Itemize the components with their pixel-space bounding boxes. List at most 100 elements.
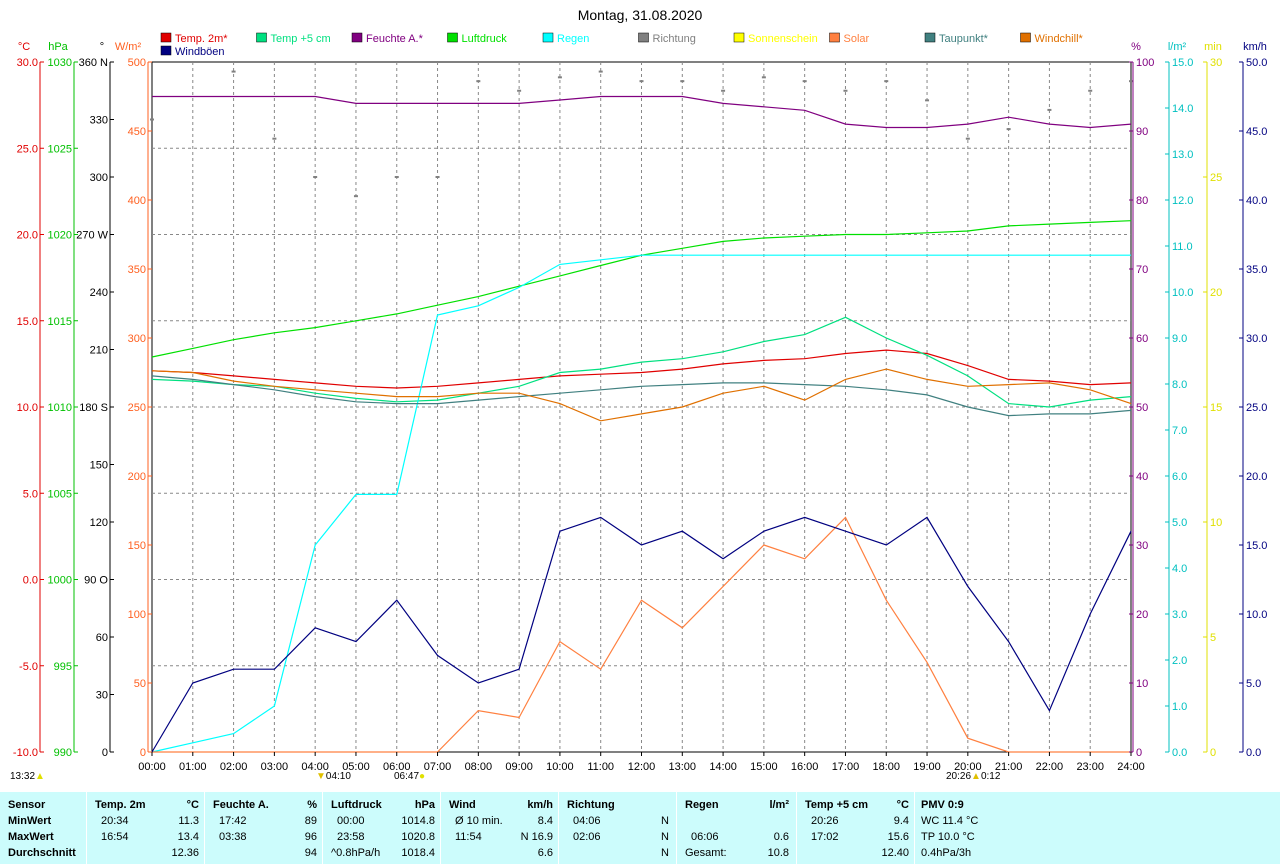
stats-dewpoint: TP 10.0 °C	[921, 831, 975, 843]
direction-mark	[925, 99, 930, 102]
x-tick-label: 09:00	[505, 761, 533, 773]
x-tick-label: 11:00	[587, 761, 614, 773]
stats-rain-max-value: 0.6	[773, 831, 789, 843]
series-line	[151, 316, 1132, 408]
sunset-icon: ▲	[971, 771, 981, 782]
stats-direction-min-value: N	[661, 815, 669, 827]
axis-label-rain: 15.0	[1172, 57, 1193, 69]
legend-swatch	[829, 32, 840, 43]
stats-humidity-min-value: 89	[304, 815, 317, 827]
axis-label-rain: 1.0	[1172, 701, 1187, 713]
axis-label-direction: 150	[90, 460, 108, 472]
stats-avg-label: Durchschnitt	[8, 847, 76, 859]
stats-rain-total-value: 10.8	[767, 847, 789, 859]
x-tick-label: 14:00	[709, 761, 737, 773]
legend-swatch	[447, 32, 458, 43]
direction-mark	[435, 176, 440, 178]
stats-pressure-max-time: 23:58	[337, 831, 365, 843]
axis-label-direction: 60	[96, 632, 108, 644]
axis-unit-direction: °	[100, 41, 104, 53]
x-tick-label: 07:00	[424, 761, 452, 773]
x-tick-label: 08:00	[465, 761, 493, 773]
axis-label-humidity: 70	[1136, 264, 1148, 276]
direction-mark	[965, 137, 970, 140]
grid	[151, 61, 1132, 753]
stats-temp-max-time: 16:54	[101, 831, 129, 843]
series-lines	[151, 95, 1132, 753]
series-line	[151, 220, 1132, 358]
stats-temp-avg-value: 12.36	[171, 847, 199, 859]
sunset-time: 20:26	[946, 771, 972, 782]
legend-label: Windchill*	[1035, 33, 1084, 45]
direction-mark	[476, 80, 481, 83]
time-axis: 00:00 01:00 02:00 03:00 04:00 05:00 06:00 07:00…	[138, 752, 1145, 773]
axis-label-humidity: 0	[1136, 747, 1142, 759]
axis-label-sunshine: 10	[1210, 517, 1222, 529]
axis-label-humidity: 20	[1136, 609, 1148, 621]
stats-direction-max-time: 02:06	[573, 831, 601, 843]
axis-label-temp: 20.0	[17, 230, 38, 242]
left-axes: 30.0 25.0 20.0 15.0 10.0 5.0 0.0 -5.0 -10.0 1030 1…	[13, 57, 152, 759]
axis-unit-temp: °C	[18, 41, 30, 53]
weather-chart: Montag, 31.08.2020 Temp. 2m* Temp +5 cm Fe…	[13, 7, 1268, 773]
axis-label-sunshine: 25	[1210, 172, 1222, 184]
stats-direction-col: Richtung 04:06 N 02:06 N N	[558, 792, 677, 864]
stats-humidity-max-time: 03:38	[219, 831, 247, 843]
stats-rain-header: Regen	[685, 799, 719, 811]
stats-wind-max-time: 11:54	[455, 831, 482, 843]
axis-label-wind: 15.0	[1246, 540, 1267, 552]
axis-label-humidity: 90	[1136, 126, 1148, 138]
axis-label-rain: 13.0	[1172, 149, 1193, 161]
stats-pressure-min-time: 00:00	[337, 815, 365, 827]
axis-label-rain: 11.0	[1172, 241, 1193, 253]
direction-mark	[1006, 128, 1011, 131]
legend-label: Luftdruck	[462, 33, 508, 45]
x-tick-label: 16:00	[791, 761, 819, 773]
axis-label-solar: 150	[128, 540, 146, 552]
axis-label-direction: 360 N	[79, 57, 108, 69]
axis-label-solar: 350	[128, 264, 146, 276]
stats-rain-col: Regen l/m² 06:06 0.6 Gesamt: 10.8	[676, 792, 797, 864]
legend-swatch	[733, 32, 745, 43]
axis-unit-pressure: hPa	[48, 41, 68, 53]
stats-windchill: WC 11.4 °C	[921, 815, 979, 827]
stats-wind-avg10-label: Ø 10 min.	[455, 815, 503, 827]
axis-label-temp: 5.0	[23, 488, 38, 500]
axis-label-pressure: 1005	[48, 488, 72, 500]
direction-mark	[761, 76, 766, 79]
axis-label-direction: 330	[90, 115, 108, 127]
legend-swatch	[1020, 32, 1031, 43]
axis-label-wind: 30.0	[1246, 333, 1267, 345]
series-line	[151, 516, 1132, 753]
legend-swatch	[542, 32, 554, 43]
direction-mark	[231, 70, 236, 73]
axis-label-humidity: 50	[1136, 402, 1148, 414]
legend-label: Sonnenschein	[748, 33, 818, 45]
legend-swatch	[638, 32, 649, 43]
direction-mark	[598, 70, 603, 73]
stats-humidity-max-value: 96	[304, 831, 317, 843]
stats-sensor-col: Sensor MinWert MaxWert Durchschnitt	[0, 792, 86, 864]
legend-label: Temp. 2m*	[175, 33, 228, 45]
stats-pressure-avg-value: 1018.4	[401, 847, 435, 859]
axis-label-sunshine: 0	[1210, 747, 1216, 759]
axis-label-solar: 250	[128, 402, 146, 414]
axis-label-rain: 7.0	[1172, 425, 1187, 437]
stats-pressure-max-value: 1020.8	[401, 831, 435, 843]
stats-rain-max-time: 06:06	[691, 831, 719, 843]
direction-mark	[272, 137, 277, 140]
direction-mark	[1129, 80, 1133, 83]
sun-left-label: 13:32▲	[10, 771, 45, 782]
x-tick-label: 13:00	[669, 761, 697, 773]
stats-temp5-col: Temp +5 cm °C 20:26 9.4 17:02 15.6 12.40	[796, 792, 915, 864]
stats-humidity-avg-value: 94	[304, 847, 317, 859]
stats-temp5-max-value: 15.6	[887, 831, 909, 843]
direction-mark	[680, 80, 685, 83]
sunrise-time: 04:10	[325, 771, 351, 782]
axis-units: °C hPa ° W/m²% l/m² min km/h	[18, 41, 1267, 53]
sun-icon: ▲	[35, 771, 45, 782]
series-line	[152, 95, 1132, 129]
axis-label-solar: 50	[134, 678, 146, 690]
stats-pmv-col: PMV 0:9 WC 11.4 °C TP 10.0 °C 0.4hPa/3h	[914, 792, 1280, 864]
direction-mark	[802, 80, 807, 83]
